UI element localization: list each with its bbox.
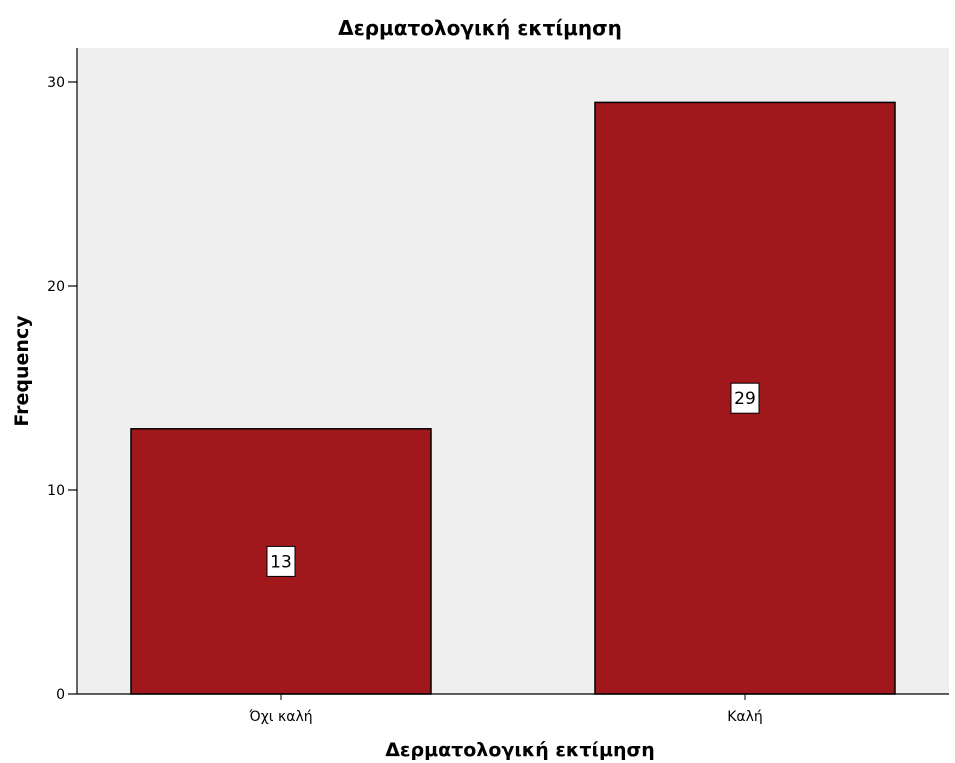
y-tick-label-3: 30 [47, 75, 65, 91]
data-label-0: 13 [270, 552, 292, 572]
chart-title: Δερματολογική εκτίμηση [338, 16, 622, 40]
y-ticks: 0 10 20 30 [47, 75, 77, 703]
data-labels: 13 29 [266, 382, 760, 577]
y-tick-label-0: 0 [56, 687, 65, 703]
y-axis-title: Frequency [11, 315, 33, 427]
axes [76, 48, 949, 695]
data-label-1: 29 [734, 389, 756, 409]
data-label-box-1 [730, 382, 760, 414]
x-tick-label-0: Όχι καλή [248, 709, 312, 725]
y-tick-label-2: 20 [47, 279, 65, 295]
x-axis-title: Δερματολογική εκτίμηση [385, 739, 655, 761]
x-tick-label-1: Καλή [727, 709, 763, 725]
data-label-box-0 [266, 545, 296, 577]
y-tick-label-1: 10 [47, 483, 65, 499]
x-ticks: Όχι καλή Καλή [248, 694, 763, 725]
